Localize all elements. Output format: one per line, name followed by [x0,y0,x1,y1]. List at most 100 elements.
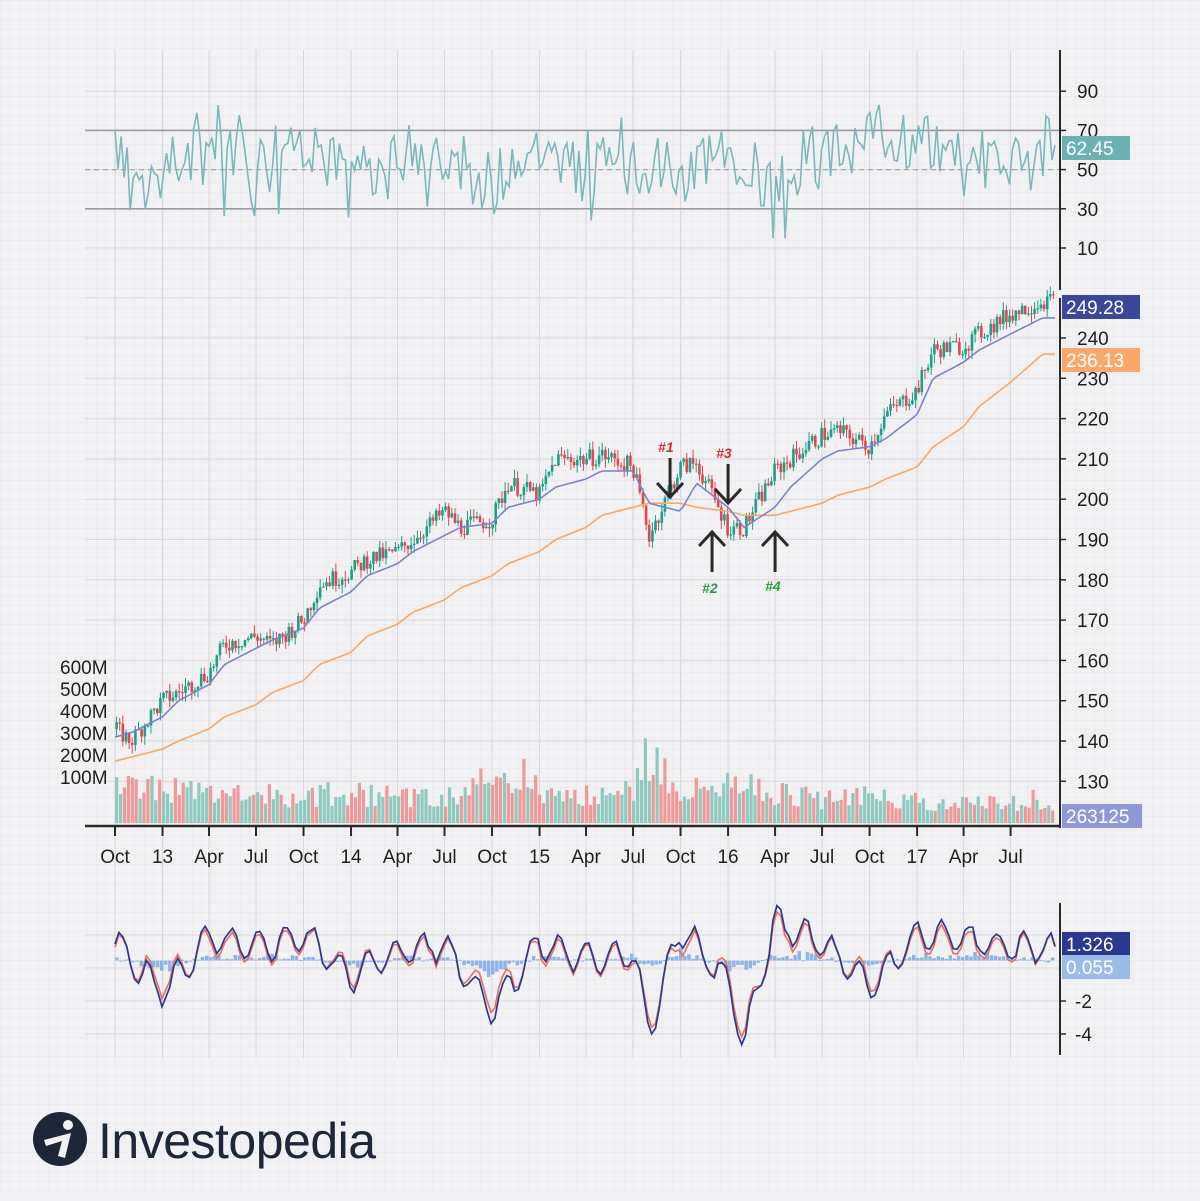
sma-long-badge-bg [1062,348,1140,372]
volume-bar-98 [498,777,502,823]
candle-body-140 [553,464,557,466]
candle-body-227 [826,436,830,440]
candle-body-272 [967,348,971,351]
candle-body-134 [535,487,538,501]
histogram-bar-129 [642,960,646,965]
volume-bar-88 [459,796,463,823]
candle-body-113 [469,516,472,520]
candle-body-229 [832,428,836,430]
price-y-tick-label: 200 [1077,490,1109,511]
volume-bar-140 [663,758,667,823]
volume-bar-52 [318,785,322,823]
histogram-bar-166 [793,955,797,961]
volume-y-tick-label: 100M [60,768,108,789]
macd-value-badge-bg [1062,932,1130,956]
candle-body-251 [901,395,905,400]
volume-bar-236 [1039,809,1043,823]
candle-body-58 [297,616,300,631]
volume-bar-79 [424,789,428,823]
candle-body-264 [942,342,946,358]
histogram-bar-199 [928,956,932,961]
candle-body-48 [265,636,269,640]
volume-bar-73 [400,789,405,823]
candle-body-129 [519,495,523,497]
volume-y-tick-label: 300M [60,724,108,745]
candle-body-168 [641,492,645,506]
volume-bar-113 [557,790,561,823]
histogram-bar-214 [989,955,994,961]
candle-body-216 [792,448,795,468]
candle-body-89 [394,546,397,552]
volume-bar-109 [541,803,546,823]
candle-body-87 [387,549,391,551]
x-tick-label: Apr [194,847,224,868]
volume-bar-97 [494,776,499,823]
candle-body-288 [1017,310,1021,315]
histogram-bar-48 [311,957,315,961]
volume-y-tick-label: 500M [60,680,108,701]
histogram-bar-16 [180,959,184,961]
candle-body-188 [704,481,707,484]
histogram-bar-153 [740,960,744,965]
candle-body-130 [522,487,526,496]
histogram-bar-208 [965,955,969,961]
volume-bar-125 [604,795,608,823]
volume-bar-8 [146,779,150,823]
volume-bar-38 [263,803,267,823]
volume-bar-223 [988,795,992,823]
volume-bar-94 [483,784,487,823]
candle-body-243 [876,434,880,443]
candle-body-240 [867,449,870,455]
histogram-bar-76 [425,959,430,961]
volume-bar-171 [784,783,788,823]
histogram-bar-161 [773,956,777,961]
volume-bar-48 [303,799,307,823]
histogram-bar-34 [254,959,258,961]
histogram-bar-220 [1014,960,1018,962]
volume-bar-11 [158,779,162,823]
candle-body-118 [485,526,488,529]
candle-body-70 [334,571,338,586]
candle-body-205 [757,491,761,500]
candle-body-145 [569,457,573,462]
volume-bar-0 [115,777,119,823]
candle-body-66 [322,586,325,588]
candle-body-283 [1002,310,1005,325]
volume-bar-20 [193,799,197,823]
histogram-bar-121 [609,959,613,961]
volume-bar-25 [212,802,217,823]
histogram-bar-146 [711,960,716,962]
histogram-bar-139 [683,955,687,961]
volume-bar-46 [295,803,299,823]
volume-bar-76 [412,789,416,823]
candle-body-206 [760,491,764,502]
histogram-bar-43 [290,955,295,961]
volume-bar-163 [753,795,757,823]
candle-body-166 [635,474,638,478]
candle-body-292 [1030,313,1033,315]
volume-bar-134 [639,780,643,823]
candle-body-121 [494,503,497,525]
histogram-bar-12 [164,960,168,965]
histogram-value-badge-bg [1062,955,1130,979]
histogram-bar-81 [446,957,450,961]
histogram-bar-54 [335,960,340,962]
candle-body-122 [497,498,501,504]
volume-bar-34 [248,796,252,823]
candle-body-295 [1039,304,1043,309]
volume-bar-200 [898,808,902,823]
candle-body-29 [206,680,209,683]
volume-bar-103 [518,789,522,823]
annotation-label-2: #2 [702,580,718,596]
histogram-bar-89 [478,960,483,969]
histogram-bar-185 [871,960,875,965]
volume-bar-209 [933,810,937,823]
candle-body-277 [983,336,986,339]
histogram-bar-159 [764,959,769,961]
histogram-bar-191 [895,959,900,961]
candle-body-6 [134,729,137,745]
candle-body-54 [284,635,288,642]
candle-body-200 [741,534,745,537]
candle-body-68 [328,582,331,586]
